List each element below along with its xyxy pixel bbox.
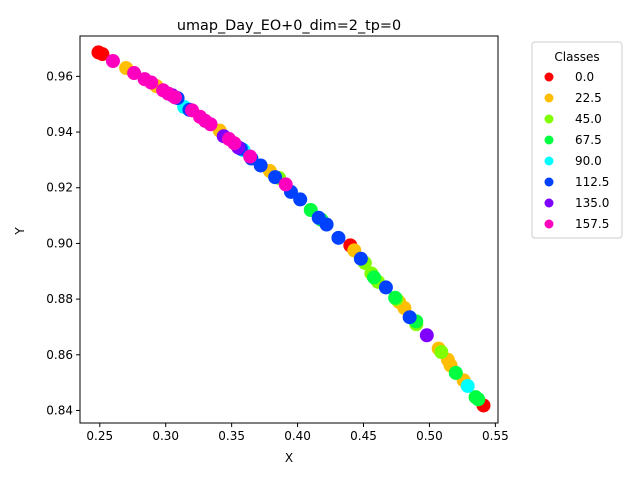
x-axis-label: X [285, 451, 293, 465]
legend-label: 90.0 [575, 154, 602, 168]
data-point [471, 392, 486, 407]
legend-marker [544, 198, 554, 208]
legend-title: Classes [554, 50, 599, 64]
chart-title: umap_Day_EO+0_dim=2_tp=0 [177, 18, 401, 34]
legend-marker [544, 135, 554, 145]
legend-marker [544, 219, 554, 229]
x-tick-label: 0.25 [86, 429, 113, 443]
legend-label: 0.0 [575, 70, 594, 84]
y-tick-label: 0.92 [46, 181, 73, 195]
data-point [319, 217, 334, 232]
legend-label: 45.0 [575, 112, 602, 126]
legend: Classes 0.0 22.5 45.0 67.5 90.0 112.5 135.0 157… [531, 41, 623, 239]
data-point [293, 192, 308, 207]
legend-marker [544, 72, 554, 82]
data-point [388, 290, 403, 305]
x-tick-label: 0.50 [416, 429, 443, 443]
y-tick-label: 0.96 [46, 69, 73, 83]
data-point [331, 230, 346, 245]
x-tick-label: 0.40 [284, 429, 311, 443]
data-point [434, 345, 449, 360]
data-point [253, 158, 268, 173]
legend-marker [544, 156, 554, 166]
y-tick-label: 0.84 [46, 403, 73, 417]
data-point [278, 177, 293, 192]
legend-label: 112.5 [575, 175, 609, 189]
data-point [167, 90, 182, 105]
legend-items: 0.0 22.5 45.0 67.5 90.0 112.5 135.0 157.5 [544, 70, 609, 231]
legend-marker [544, 93, 554, 103]
data-point [144, 75, 159, 90]
plot-area: 0.25 0.30 0.35 0.40 0.45 0.50 0.55 0.84 0.86 0.88… [46, 35, 509, 443]
data-point [402, 310, 417, 325]
data-point [367, 270, 382, 285]
y-tick-label: 0.94 [46, 125, 73, 139]
data-point [105, 54, 120, 69]
x-tick-label: 0.45 [350, 429, 377, 443]
x-tick-label: 0.30 [152, 429, 179, 443]
data-point [227, 136, 242, 151]
axes-frame [79, 35, 499, 424]
legend-label: 22.5 [575, 91, 602, 105]
y-tick-label: 0.88 [46, 292, 73, 306]
data-point [243, 149, 258, 164]
data-point [460, 378, 475, 393]
data-point [203, 117, 218, 132]
data-point [419, 328, 434, 343]
legend-label: 135.0 [575, 196, 609, 210]
y-tick-label: 0.86 [46, 348, 73, 362]
legend-frame [531, 41, 623, 239]
data-point [353, 251, 368, 266]
data-point [127, 66, 142, 81]
x-tick-label: 0.35 [218, 429, 245, 443]
y-axis-label: Y [13, 227, 27, 236]
legend-marker [544, 114, 554, 124]
data-point [448, 365, 463, 380]
legend-label: 67.5 [575, 133, 602, 147]
data-point [268, 170, 283, 185]
y-tick-label: 0.90 [46, 236, 73, 250]
legend-label: 157.5 [575, 217, 609, 231]
x-tick-label: 0.55 [482, 429, 509, 443]
legend-marker [544, 177, 554, 187]
data-point [378, 280, 393, 295]
data-point [95, 47, 110, 62]
